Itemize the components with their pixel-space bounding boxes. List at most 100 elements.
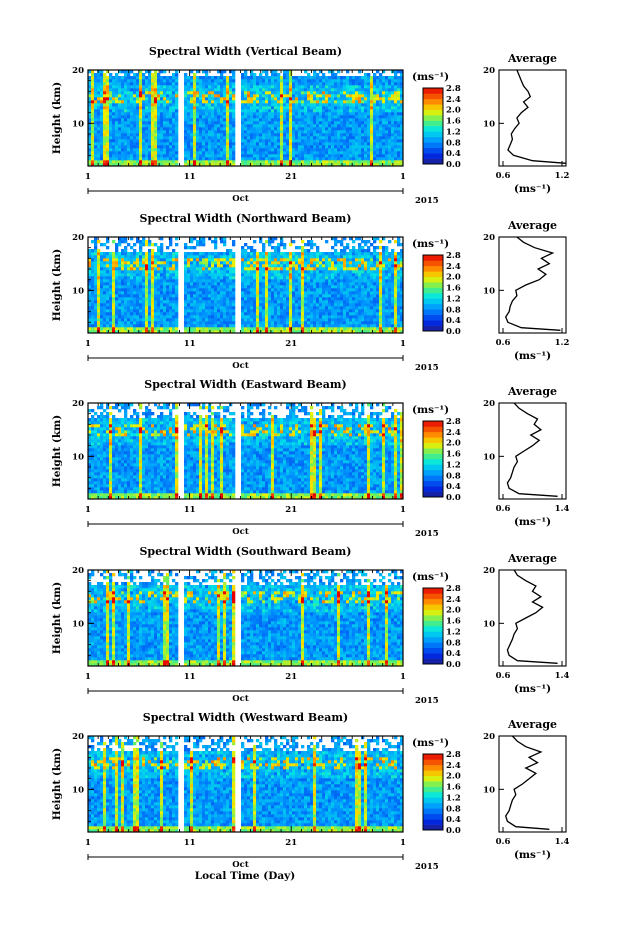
colorbar-segment (423, 115, 443, 121)
heatmap-cell (283, 121, 287, 125)
heatmap-cell (103, 88, 107, 92)
heatmap-cell (355, 88, 359, 92)
heatmap-cell (247, 315, 251, 319)
heatmap-cell (355, 106, 359, 110)
heatmap-cell (115, 294, 119, 298)
heatmap-cell (211, 327, 215, 331)
heatmap-cell (253, 148, 257, 152)
heatmap-cell (283, 142, 287, 146)
heatmap-cell (223, 121, 227, 125)
heatmap-cell (244, 121, 248, 125)
heatmap-cell (208, 252, 212, 256)
heatmap-cell (130, 157, 134, 161)
heatmap-cell (187, 82, 191, 86)
heatmap-cell (388, 157, 392, 161)
heatmap-cell (280, 160, 284, 164)
heatmap-cell (112, 309, 116, 313)
heatmap-cell (196, 252, 200, 256)
heatmap-cell (145, 160, 149, 164)
heatmap-cell (166, 148, 170, 152)
heatmap-cell (268, 282, 272, 286)
heatmap-cell (127, 157, 131, 161)
heatmap-cell (103, 324, 107, 328)
heatmap-cell (136, 276, 140, 280)
heatmap-cell (133, 76, 137, 80)
heatmap-cell (157, 112, 161, 116)
heatmap-cell (322, 106, 326, 110)
heatmap-cell (109, 112, 113, 116)
heatmap-cell (256, 109, 260, 113)
heatmap-cell (124, 130, 128, 134)
heatmap-cell (394, 142, 398, 146)
heatmap-cell (187, 303, 191, 307)
heatmap-cell (115, 103, 119, 107)
heatmap-cell (295, 163, 299, 167)
heatmap-cell (229, 151, 233, 155)
heatmap-cell (115, 297, 119, 301)
heatmap-cell (331, 124, 335, 128)
heatmap-cell (289, 139, 293, 143)
heatmap-cell (208, 255, 212, 259)
heatmap-cell (208, 294, 212, 298)
heatmap-cell (355, 160, 359, 164)
heatmap-cell (163, 118, 167, 122)
heatmap-cell (145, 154, 149, 158)
heatmap-cell (208, 288, 212, 292)
heatmap-cell (226, 109, 230, 113)
heatmap-cell (328, 151, 332, 155)
heatmap-cell (385, 88, 389, 92)
heatmap-cell (286, 73, 290, 77)
heatmap-cell (193, 130, 197, 134)
heatmap-cell (310, 127, 314, 131)
heatmap-cell (343, 79, 347, 83)
heatmap-cell (184, 139, 188, 143)
heatmap-cell (379, 103, 383, 107)
heatmap-cell (196, 273, 200, 277)
heatmap-cell (160, 139, 164, 143)
heatmap-cell (103, 121, 107, 125)
heatmap-cell (160, 133, 164, 137)
heatmap-cell (241, 85, 245, 89)
heatmap-cell (382, 91, 386, 95)
heatmap-cell (223, 324, 227, 328)
heatmap-cell (139, 151, 143, 155)
heatmap-cell (286, 151, 290, 155)
heatmap-cell (88, 97, 92, 101)
heatmap-cell (136, 133, 140, 137)
heatmap-cell (163, 97, 167, 101)
heatmap-cell (124, 148, 128, 152)
heatmap-cell (376, 121, 380, 125)
heatmap-cell (157, 130, 161, 134)
heatmap-cell (121, 115, 125, 119)
heatmap-cell (193, 300, 197, 304)
heatmap-cell (253, 294, 257, 298)
heatmap-cell (262, 103, 266, 107)
heatmap-cell (220, 154, 224, 158)
heatmap-cell (226, 148, 230, 152)
heatmap-cell (175, 252, 179, 256)
heatmap-cell (355, 136, 359, 140)
heatmap-cell (184, 261, 188, 265)
heatmap-cell (397, 115, 401, 119)
heatmap-cell (241, 157, 245, 161)
heatmap-cell (262, 121, 266, 125)
heatmap-cell (169, 321, 173, 325)
heatmap-cell (166, 94, 170, 98)
heatmap-cell (229, 160, 233, 164)
heatmap-cell (130, 291, 134, 295)
heatmap-cell (166, 100, 170, 104)
heatmap-cell (364, 142, 368, 146)
heatmap-cell (388, 79, 392, 83)
heatmap-cell (112, 306, 116, 310)
heatmap-cell (310, 82, 314, 86)
heatmap-cell (190, 76, 194, 80)
heatmap-cell (175, 157, 179, 161)
heatmap-cell (211, 318, 215, 322)
heatmap-cell (361, 133, 365, 137)
heatmap-cell (115, 127, 119, 131)
heatmap-cell (310, 109, 314, 113)
heatmap-cell (256, 309, 260, 313)
heatmap-cell (331, 109, 335, 113)
heatmap-cell (127, 145, 131, 149)
heatmap-cell (202, 139, 206, 143)
